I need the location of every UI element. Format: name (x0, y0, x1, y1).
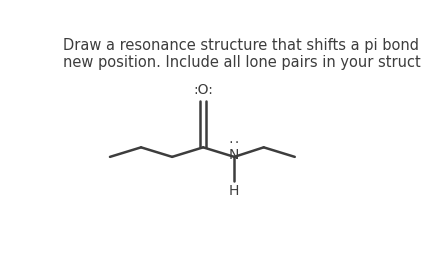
Text: :O:: :O: (193, 82, 213, 97)
Text: new position. Include all lone pairs in your structure.: new position. Include all lone pairs in … (62, 55, 422, 70)
Text: N: N (229, 148, 239, 162)
Text: ··: ·· (227, 138, 241, 148)
Text: H: H (229, 184, 239, 198)
Text: Draw a resonance structure that shifts a pi bond to a: Draw a resonance structure that shifts a… (62, 38, 422, 53)
